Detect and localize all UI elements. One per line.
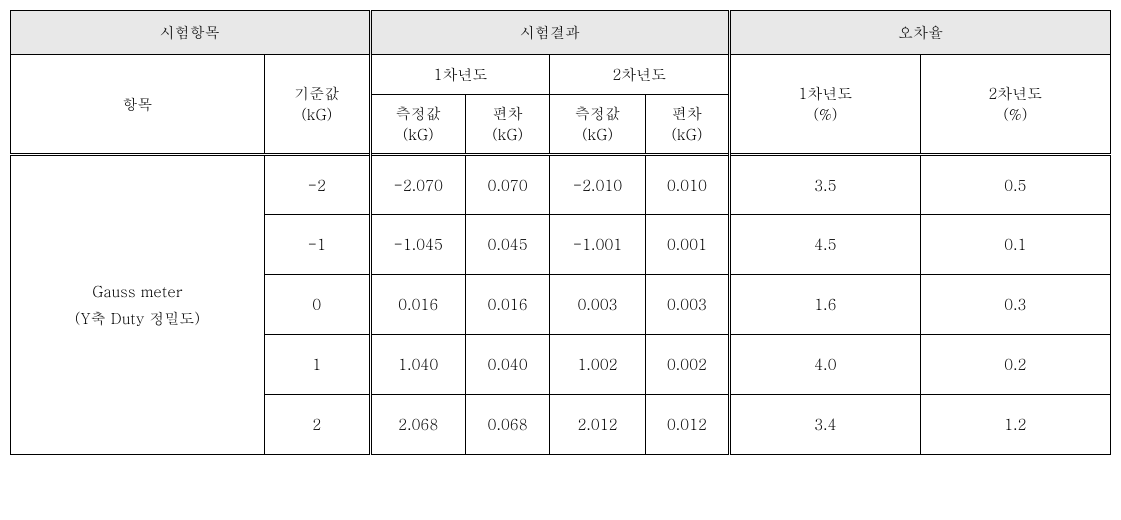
- table-row: Gauss meter(Y축 Duty 정밀도) -2 -2.070 0.070…: [11, 155, 1111, 215]
- cell-y1-dev: 0.045: [465, 215, 550, 275]
- cell-ref: 2: [264, 395, 370, 455]
- cell-err1: 4.5: [730, 215, 920, 275]
- cell-y1-dev: 0.040: [465, 335, 550, 395]
- cell-y1-meas: 1.040: [370, 335, 465, 395]
- cell-y2-meas: 2.012: [550, 395, 645, 455]
- cell-y2-dev: 0.012: [645, 395, 730, 455]
- cell-y2-meas: -1.001: [550, 215, 645, 275]
- cell-y1-meas: -2.070: [370, 155, 465, 215]
- cell-y2-meas: 1.002: [550, 335, 645, 395]
- cell-y2-dev: 0.010: [645, 155, 730, 215]
- cell-err1: 3.5: [730, 155, 920, 215]
- cell-err2: 0.3: [920, 275, 1110, 335]
- cell-err1: 1.6: [730, 275, 920, 335]
- subheader-y2-measured: 측정값(kG): [550, 95, 645, 155]
- cell-y1-dev: 0.016: [465, 275, 550, 335]
- subheader-reference: 기준값(kG): [264, 55, 370, 155]
- cell-y2-dev: 0.001: [645, 215, 730, 275]
- cell-ref: -1: [264, 215, 370, 275]
- cell-err2: 0.1: [920, 215, 1110, 275]
- cell-ref: 1: [264, 335, 370, 395]
- cell-err2: 0.2: [920, 335, 1110, 395]
- header-test-result: 시험결과: [370, 11, 730, 55]
- subheader-item: 항목: [11, 55, 265, 155]
- cell-y1-meas: -1.045: [370, 215, 465, 275]
- subheader-y1-measured: 측정값(kG): [370, 95, 465, 155]
- cell-y1-dev: 0.070: [465, 155, 550, 215]
- cell-y2-dev: 0.002: [645, 335, 730, 395]
- cell-y2-meas: -2.010: [550, 155, 645, 215]
- cell-err2: 0.5: [920, 155, 1110, 215]
- cell-y1-dev: 0.068: [465, 395, 550, 455]
- cell-y1-meas: 2.068: [370, 395, 465, 455]
- subheader-row-1: 항목 기준값(kG) 1차년도 2차년도 1차년도(%) 2차년도(%): [11, 55, 1111, 95]
- subheader-year2: 2차년도: [550, 55, 730, 95]
- subheader-y2-deviation: 편차(kG): [645, 95, 730, 155]
- subheader-year1: 1차년도: [370, 55, 550, 95]
- cell-ref: 0: [264, 275, 370, 335]
- header-error-rate: 오차율: [730, 11, 1111, 55]
- cell-y2-dev: 0.003: [645, 275, 730, 335]
- subheader-year1-pct: 1차년도(%): [730, 55, 920, 155]
- header-test-item: 시험항목: [11, 11, 371, 55]
- cell-err2: 1.2: [920, 395, 1110, 455]
- cell-err1: 4.0: [730, 335, 920, 395]
- measurement-table: 시험항목 시험결과 오차율 항목 기준값(kG) 1차년도 2차년도 1차년도(…: [10, 10, 1111, 455]
- item-name-cell: Gauss meter(Y축 Duty 정밀도): [11, 155, 265, 455]
- cell-y1-meas: 0.016: [370, 275, 465, 335]
- cell-ref: -2: [264, 155, 370, 215]
- cell-err1: 3.4: [730, 395, 920, 455]
- header-row-1: 시험항목 시험결과 오차율: [11, 11, 1111, 55]
- subheader-year2-pct: 2차년도(%): [920, 55, 1110, 155]
- cell-y2-meas: 0.003: [550, 275, 645, 335]
- subheader-y1-deviation: 편차(kG): [465, 95, 550, 155]
